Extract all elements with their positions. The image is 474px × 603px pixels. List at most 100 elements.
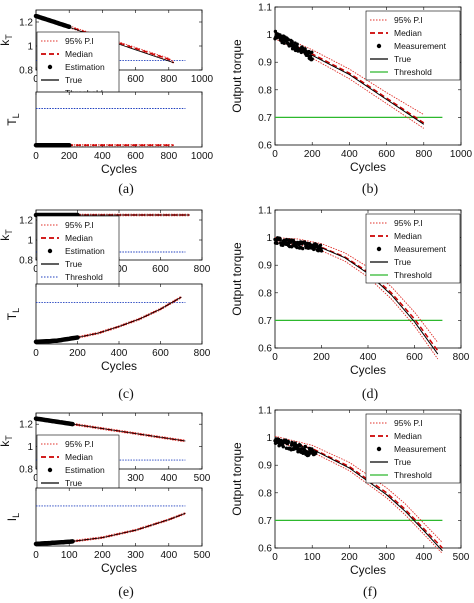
legend-label: Estimation <box>65 62 105 72</box>
legend-label: Threshold <box>394 470 432 480</box>
legend-label: Threshold <box>394 270 432 280</box>
x-tick-label: 300 <box>127 550 144 561</box>
pi-upper-line <box>274 32 425 115</box>
legend-label: 95% P.I <box>394 218 423 228</box>
x-tick-label: 300 <box>127 473 144 484</box>
estimation-band <box>33 335 80 345</box>
x-tick-label: 1000 <box>191 74 214 85</box>
legend-swatch-marker <box>376 446 382 452</box>
chart-b: 0 200 400 600 800 1000 0.6 0.7 0.8 0.9 1 1.1 Cycles O… <box>230 3 473 175</box>
legend-label: Median <box>394 431 422 441</box>
x-tick-label: 600 <box>152 264 169 275</box>
legend-label: Median <box>65 49 93 59</box>
x-tick-label: 800 <box>160 74 177 85</box>
legend-swatch-marker <box>47 467 53 473</box>
y-axis-label: Output torque <box>230 442 244 516</box>
legend-label: True <box>394 54 411 64</box>
chart-f: 0 100 200 300 400 500 0.6 0.7 0.8 0.9 1 1.1 Cycles Ou… <box>230 406 470 578</box>
x-tick-label: 800 <box>194 348 211 359</box>
x-tick-label: 800 <box>453 352 470 363</box>
y-tick-label: 0.6 <box>258 544 272 555</box>
legend-label: True <box>394 257 411 267</box>
x-axis-label: Cycles <box>350 363 386 377</box>
y-tick-label: 1 <box>266 233 272 244</box>
legend-label: Estimation <box>65 465 105 475</box>
legend-label: 95% P.I <box>394 418 423 428</box>
y-tick-label: 0.7 <box>258 316 272 327</box>
median-line <box>274 438 443 549</box>
y-axis-label: TL <box>5 308 21 320</box>
legend-label: 95% P.I <box>65 220 94 230</box>
y-axis-label: kT <box>0 34 14 46</box>
measurement-point <box>278 237 282 242</box>
y-tick-label: 1.2 <box>19 420 33 431</box>
legend-box <box>365 10 461 81</box>
x-tick-label: 500 <box>194 473 211 484</box>
x-axis-label: Cycles <box>101 561 137 575</box>
measurement-point <box>301 246 305 251</box>
pi-lower-line <box>274 242 439 360</box>
legend-swatch-marker <box>47 248 53 254</box>
x-tick-label: 800 <box>160 151 177 162</box>
caption-c: (c) <box>118 387 134 402</box>
measurement-point <box>318 243 323 247</box>
legend-label: 95% P.I <box>65 439 94 449</box>
x-tick-label: 400 <box>160 550 177 561</box>
x-axis-label: Cycles <box>101 162 137 176</box>
y-tick-label: 1 <box>266 30 272 41</box>
x-tick-label: 0 <box>33 151 39 162</box>
x-axis-label: Cycles <box>350 563 386 577</box>
y-tick-label: 1.1 <box>258 406 272 417</box>
legend-label: True <box>65 259 82 269</box>
measurement-point <box>295 42 299 46</box>
legend-label: 95% P.I <box>394 15 423 25</box>
x-tick-label: 200 <box>94 550 111 561</box>
measurement-point <box>290 39 294 44</box>
x-tick-label: 100 <box>304 552 321 563</box>
measurement-point <box>286 439 290 444</box>
measurement-point <box>295 245 299 250</box>
x-tick-label: 0 <box>272 352 278 363</box>
y-tick-label: 1.1 <box>258 206 272 217</box>
y-tick-label: 1.2 <box>19 18 33 29</box>
x-tick-label: 200 <box>61 151 78 162</box>
legend-label: Threshold <box>65 272 103 282</box>
median-line <box>35 15 175 64</box>
estimation-band <box>33 13 72 30</box>
y-tick-label: 0.8 <box>19 465 33 476</box>
x-tick-label: 0 <box>33 473 39 484</box>
y-tick-label: 0.7 <box>258 113 272 124</box>
y-tick-label: 0.7 <box>258 516 272 527</box>
chart-e-bottom: 0 100 200 300 400 500 Cycles IL <box>5 487 211 575</box>
caption-d: (d) <box>362 387 379 402</box>
x-tick-label: 200 <box>341 552 358 563</box>
measurement-point <box>282 41 286 45</box>
measurement-point <box>297 243 301 247</box>
x-tick-label: 200 <box>313 352 330 363</box>
x-tick-label: 500 <box>453 552 470 563</box>
x-tick-label: 800 <box>415 149 432 160</box>
x-tick-label: 400 <box>160 473 177 484</box>
x-tick-label: 600 <box>378 149 395 160</box>
legend-label: Median <box>65 452 93 462</box>
y-tick-label: 0.9 <box>258 58 272 69</box>
x-tick-label: 400 <box>341 149 358 160</box>
legend-label: 95% P.I <box>65 36 94 46</box>
x-tick-label: 1000 <box>450 149 473 160</box>
y-tick-label: 0.8 <box>258 488 272 499</box>
legend-label: Measurement <box>394 41 447 51</box>
y-tick-label: 0.6 <box>258 141 272 152</box>
x-tick-label: 0 <box>33 74 39 85</box>
x-tick-label: 200 <box>304 149 321 160</box>
y-tick-label: 1 <box>27 42 33 53</box>
measurement-point <box>314 450 318 454</box>
pi-upper-line <box>274 435 443 543</box>
y-axis-label: kT <box>0 435 14 447</box>
y-tick-label: 1 <box>27 236 33 247</box>
x-tick-label: 600 <box>152 348 169 359</box>
y-axis-label: Output torque <box>230 242 244 316</box>
x-tick-label: 1000 <box>191 151 214 162</box>
plot-frame <box>35 91 203 148</box>
measurement-point <box>310 57 314 61</box>
